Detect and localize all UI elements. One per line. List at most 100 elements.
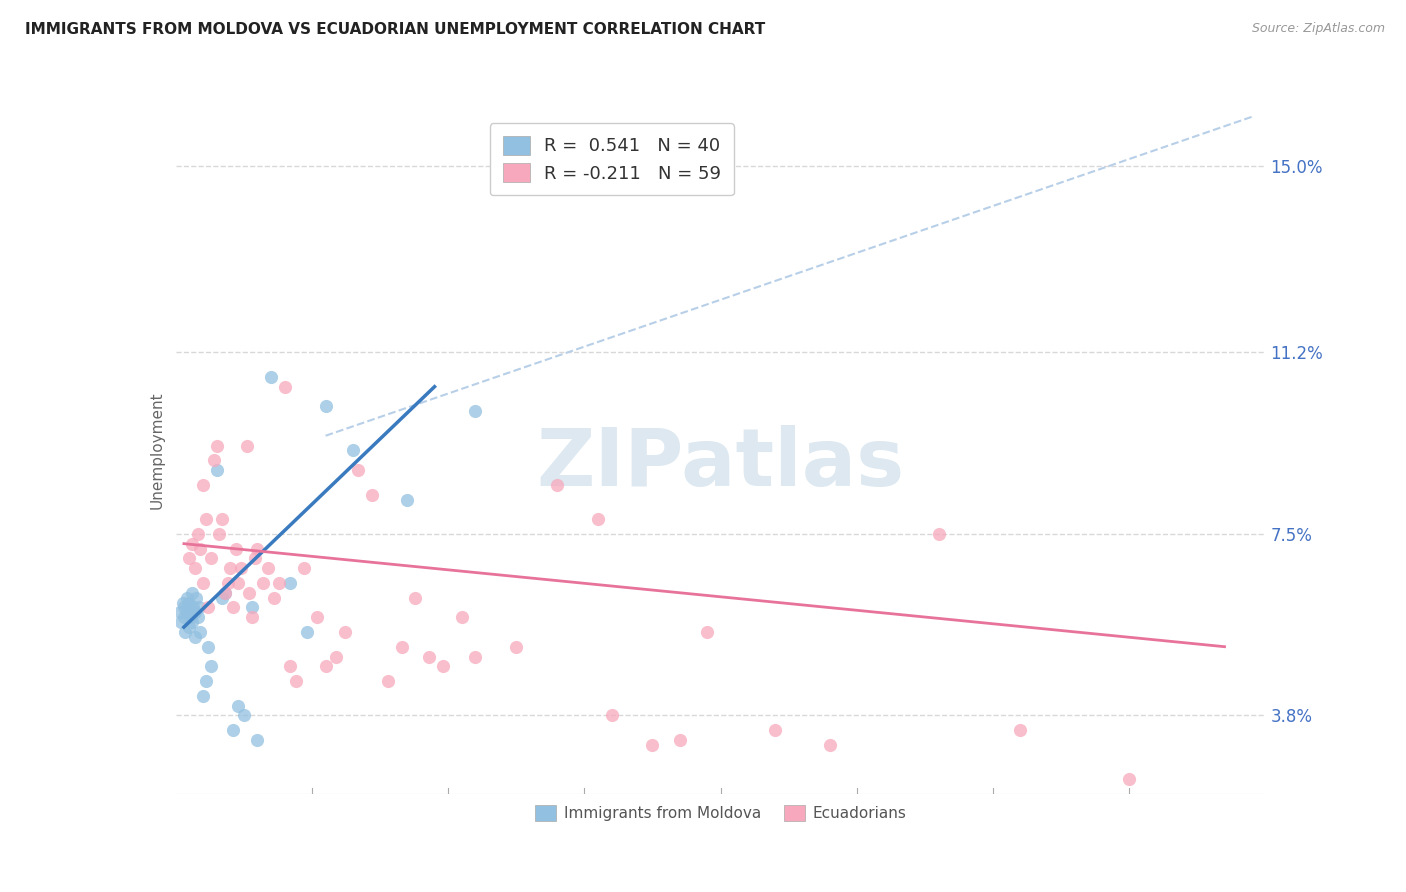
Point <box>377 674 399 689</box>
Point <box>184 630 207 644</box>
Point <box>181 585 204 599</box>
Point <box>243 551 266 566</box>
Point <box>214 585 236 599</box>
Point <box>208 526 231 541</box>
Point <box>191 478 214 492</box>
Point <box>668 733 690 747</box>
Point <box>1118 772 1140 787</box>
Point <box>179 620 201 634</box>
Point <box>235 438 257 452</box>
Point <box>240 610 263 624</box>
Point <box>347 463 370 477</box>
Point <box>202 453 225 467</box>
Point <box>186 526 209 541</box>
Point <box>232 708 254 723</box>
Point <box>641 738 664 752</box>
Point <box>263 591 285 605</box>
Text: IMMIGRANTS FROM MOLDOVA VS ECUADORIAN UNEMPLOYMENT CORRELATION CHART: IMMIGRANTS FROM MOLDOVA VS ECUADORIAN UN… <box>25 22 765 37</box>
Point <box>586 512 609 526</box>
Point <box>184 561 207 575</box>
Text: Source: ZipAtlas.com: Source: ZipAtlas.com <box>1251 22 1385 36</box>
Point <box>260 369 283 384</box>
Point <box>222 600 245 615</box>
Point <box>295 624 318 639</box>
Point <box>177 600 200 615</box>
Point <box>361 487 384 501</box>
Point <box>546 478 568 492</box>
Point <box>252 576 274 591</box>
Point <box>174 624 197 639</box>
Point <box>405 591 427 605</box>
Point <box>450 610 472 624</box>
Point <box>217 576 239 591</box>
Point <box>307 610 329 624</box>
Point <box>228 576 250 591</box>
Point <box>191 576 214 591</box>
Point <box>396 492 419 507</box>
Point <box>292 561 315 575</box>
Point <box>205 438 228 452</box>
Point <box>214 585 236 599</box>
Point <box>432 659 454 673</box>
Point <box>225 541 247 556</box>
Point <box>238 585 260 599</box>
Point <box>228 698 250 713</box>
Y-axis label: Unemployment: Unemployment <box>149 392 165 509</box>
Point <box>325 649 347 664</box>
Point <box>269 576 291 591</box>
Point <box>464 404 486 418</box>
Point <box>274 380 297 394</box>
Point <box>1010 723 1032 737</box>
Text: ZIPatlas: ZIPatlas <box>537 425 904 503</box>
Point <box>696 624 718 639</box>
Point <box>184 605 207 619</box>
Point <box>197 600 219 615</box>
Point <box>170 615 193 630</box>
Point <box>278 576 301 591</box>
Point <box>188 541 211 556</box>
Point <box>176 605 198 619</box>
Point <box>342 443 364 458</box>
Point <box>205 463 228 477</box>
Legend: R =  0.541   N = 40, R = -0.211   N = 59: R = 0.541 N = 40, R = -0.211 N = 59 <box>489 123 734 195</box>
Point <box>173 600 195 615</box>
Point <box>391 640 413 654</box>
Point <box>240 600 263 615</box>
Point <box>176 591 198 605</box>
Point <box>505 640 527 654</box>
Point <box>211 591 233 605</box>
Point <box>200 551 222 566</box>
Point <box>200 659 222 673</box>
Point <box>194 512 217 526</box>
Point <box>284 674 307 689</box>
Point <box>278 659 301 673</box>
Point <box>219 561 242 575</box>
Point <box>173 610 195 624</box>
Point <box>169 605 191 619</box>
Point <box>172 596 194 610</box>
Point <box>180 610 202 624</box>
Point <box>333 624 356 639</box>
Point <box>186 591 208 605</box>
Point <box>418 649 440 664</box>
Point <box>315 400 337 414</box>
Point <box>464 649 486 664</box>
Point <box>928 526 950 541</box>
Point <box>197 640 219 654</box>
Point <box>186 610 209 624</box>
Point <box>257 561 280 575</box>
Point <box>246 541 269 556</box>
Point <box>231 561 253 575</box>
Point <box>179 551 201 566</box>
Point <box>763 723 786 737</box>
Point <box>183 600 205 615</box>
Point <box>818 738 841 752</box>
Point <box>187 600 209 615</box>
Point <box>600 708 623 723</box>
Point <box>222 723 245 737</box>
Point <box>179 596 201 610</box>
Point <box>194 674 217 689</box>
Point <box>246 733 269 747</box>
Point <box>188 624 211 639</box>
Point <box>181 615 204 630</box>
